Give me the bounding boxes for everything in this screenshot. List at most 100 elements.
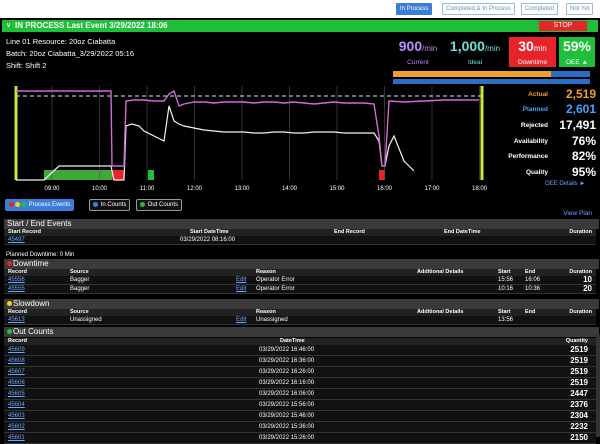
quantity-cell: 2376 [570, 400, 588, 410]
stat-availability-label: Availability [500, 138, 548, 145]
table-row: 45607 03/29/2022 16:26:00 2519 [4, 367, 596, 378]
record-link[interactable]: 45606 [8, 378, 25, 388]
record-link[interactable]: 45613 [8, 316, 25, 324]
completed-filter-button[interactable]: Completed [521, 3, 558, 15]
current-rate-label: Current [393, 59, 443, 66]
blue-dot-icon [93, 202, 98, 207]
downtime-band-red-2 [379, 170, 385, 180]
record-link[interactable]: 45555 [8, 285, 25, 293]
status-text: IN PROCESS Last Event 3/29/2022 18:06 [15, 20, 168, 32]
start-record-header: Start Record [8, 229, 41, 236]
end-record-header: End Record [334, 229, 365, 236]
production-band-green [44, 170, 112, 180]
ideal-rate-unit: /min [485, 44, 500, 53]
record-link[interactable]: 45601 [8, 433, 25, 443]
slowdown-section-title: Slowdown [4, 299, 599, 309]
planned-progress-bar [393, 79, 590, 84]
stat-rejected-label: Rejected [500, 122, 548, 129]
edit-link[interactable]: Edit [236, 276, 246, 284]
tab-in-counts-label: In Counts [101, 202, 127, 208]
red-dot-icon [7, 261, 12, 266]
table-row: 45605 03/29/2022 16:06:00 2447 [4, 389, 596, 400]
table-row: 45603 03/29/2022 15:46:00 2304 [4, 411, 596, 422]
start-datetime-header: Start DateTime [190, 229, 229, 236]
source-cell: Bagger [70, 285, 89, 293]
additional-details-header: Additional Details [417, 309, 463, 316]
start-record-link[interactable]: 45497 [8, 236, 25, 244]
oee-kpi[interactable]: 59% OEE ▲ [559, 37, 595, 67]
quantity-cell: 2519 [570, 367, 588, 377]
current-rate-kpi: 900/min Current [393, 37, 443, 67]
stat-quality-label: Quality [500, 169, 548, 176]
table-row: 45613 Unassigned Edit Unassigned 13:56 [4, 316, 596, 325]
in-process-filter-button[interactable]: In Process [396, 3, 432, 15]
yellow-dot-icon [7, 301, 12, 306]
duration-header: Duration [569, 309, 592, 316]
up-arrow-icon: ▲ [582, 59, 588, 66]
record-link[interactable]: 45605 [8, 389, 25, 399]
stat-rejected-value: 17,491 [550, 118, 596, 132]
downtime-kpi: 30min Downtime [509, 37, 556, 67]
start-cell: 15:56 [498, 276, 513, 284]
record-link[interactable]: 45603 [8, 411, 25, 421]
oee-details-link[interactable]: OEE Details ► [545, 181, 585, 187]
tab-in-counts[interactable]: In Counts [89, 199, 130, 211]
current-rate-unit: /min [422, 44, 437, 53]
record-link[interactable]: 45609 [8, 345, 25, 355]
downtime-unit: min [534, 44, 547, 53]
edit-link[interactable]: Edit [236, 316, 246, 324]
datetime-cell: 03/29/2022 15:46:00 [259, 411, 314, 421]
slowdown-title-label: Slowdown [13, 299, 49, 308]
tab-process-events[interactable]: Process Events [5, 199, 74, 211]
stat-planned-value: 2,601 [550, 102, 596, 116]
stop-button[interactable]: STOP [539, 21, 587, 31]
tab-out-counts[interactable]: Out Counts [136, 199, 182, 211]
additional-details-header: Additional Details [417, 269, 463, 276]
quantity-cell: 2519 [570, 345, 588, 355]
datetime-cell: 03/29/2022 15:36:00 [259, 422, 314, 432]
reason-cell: Unassigned [256, 316, 288, 324]
scrollbar[interactable] [596, 335, 600, 437]
downtime-header: Record Source Reason Additional Details … [4, 269, 596, 276]
record-link[interactable]: 45604 [8, 400, 25, 410]
datetime-cell: 03/29/2022 16:46:00 [259, 345, 314, 355]
duration-cell: 20 [583, 285, 592, 293]
downtime-label: Downtime [509, 59, 556, 66]
table-row: 45601 03/29/2022 15:26:00 2150 [4, 433, 596, 444]
downtime-value: 30 [518, 38, 534, 54]
downtime-section-title: Downtime [4, 259, 599, 269]
table-row: 45604 03/29/2022 15:56:00 2376 [4, 400, 596, 411]
actual-progress-bar [393, 71, 590, 77]
out-counts-header: Record DateTime Quantity [4, 338, 596, 345]
red-dot-icon [9, 202, 14, 207]
batch-info: Batch: 20oz Ciabatta_3/29/2022 05:16 [6, 49, 134, 58]
quantity-cell: 2304 [570, 411, 588, 421]
filter-toolbar: In Process Completed & In Process Comple… [0, 0, 600, 18]
x-tick-label: 14:00 [282, 186, 298, 192]
arrow-right-icon: ► [579, 181, 585, 187]
x-tick-label: 15:00 [329, 186, 345, 192]
datetime-cell: 03/29/2022 15:26:00 [259, 433, 314, 443]
start-end-section-title: Start / End Events [4, 219, 599, 229]
datetime-cell: 03/29/2022 16:26:00 [259, 367, 314, 377]
record-link[interactable]: 45602 [8, 422, 25, 432]
end-header: End [525, 269, 535, 276]
collapse-chevron-icon[interactable]: ∨ [6, 20, 11, 32]
stat-actual-label: Actual [500, 91, 548, 98]
quantity-cell: 2447 [570, 389, 588, 399]
stat-performance-value: 82% [550, 149, 596, 163]
record-link[interactable]: 45608 [8, 356, 25, 366]
record-link[interactable]: 45556 [8, 276, 25, 284]
view-plan-link[interactable]: View Plan [563, 210, 592, 217]
datetime-cell: 03/29/2022 16:06:00 [259, 389, 314, 399]
ideal-rate-label: Ideal [445, 59, 505, 66]
edit-link[interactable]: Edit [236, 285, 246, 293]
datetime-header: DateTime [280, 338, 305, 345]
start-datetime: 03/29/2022 08:16:00 [180, 236, 235, 244]
start-cell: 10:16 [498, 285, 513, 293]
x-tick-label: 10:00 [92, 186, 108, 192]
record-link[interactable]: 45607 [8, 367, 25, 377]
not-yet-filter-button[interactable]: Not Yet [566, 3, 593, 15]
completed-and-in-process-filter-button[interactable]: Completed & In Process [442, 3, 515, 15]
table-row: 45606 03/29/2022 16:16:00 2519 [4, 378, 596, 389]
